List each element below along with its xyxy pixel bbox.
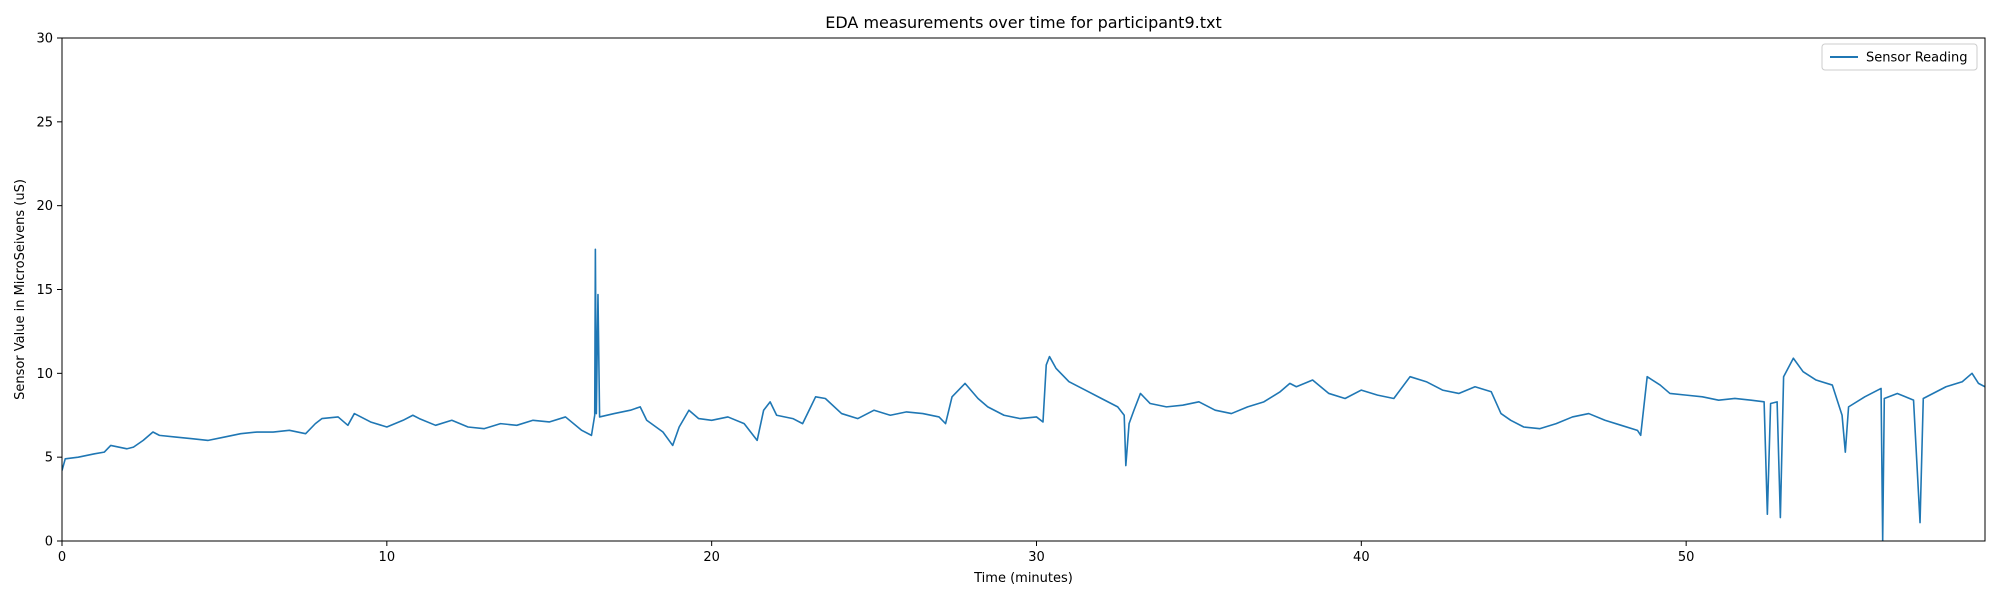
- x-tick-label: 20: [703, 550, 720, 565]
- x-tick-label: 40: [1353, 550, 1370, 565]
- legend: Sensor Reading: [1821, 43, 1978, 71]
- y-tick-label: 20: [36, 199, 53, 214]
- series-line-sensor-reading: [62, 248, 1985, 541]
- x-axis-ticks: 0 10 20 30 40 50: [58, 541, 1695, 565]
- x-tick-label: 0: [58, 550, 66, 565]
- y-tick-label: 5: [45, 451, 53, 466]
- axes-frame: [61, 37, 1986, 542]
- series-layer: [62, 248, 1985, 541]
- legend-box: [1821, 43, 1978, 71]
- legend-entry-sensor-reading: Sensor Reading: [1866, 51, 1967, 66]
- chart-title: EDA measurements over time for participa…: [825, 13, 1221, 32]
- y-tick-label: 25: [36, 115, 53, 130]
- y-tick-label: 15: [36, 283, 53, 298]
- y-axis-ticks: 0 5 10 15 20 25 30: [36, 32, 62, 550]
- y-tick-label: 0: [45, 535, 53, 550]
- y-axis-label: Sensor Value in MicroSeivens (uS): [13, 179, 28, 400]
- x-tick-label: 30: [1028, 550, 1045, 565]
- x-axis-label: Time (minutes): [973, 571, 1073, 586]
- y-tick-label: 30: [36, 32, 53, 47]
- y-tick-label: 10: [36, 367, 53, 382]
- x-tick-label: 50: [1678, 550, 1695, 565]
- x-tick-label: 10: [379, 550, 396, 565]
